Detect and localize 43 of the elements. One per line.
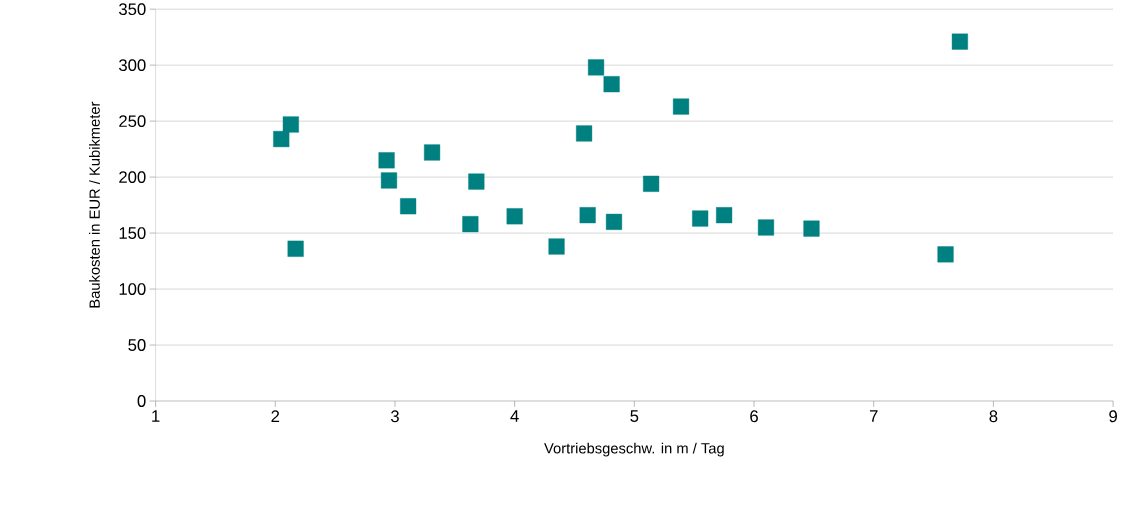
point xyxy=(605,213,623,230)
x-tick-label: 2 xyxy=(271,410,280,422)
point xyxy=(643,175,660,192)
y-tick-label: 50 xyxy=(128,339,146,351)
y-tick-label: 350 xyxy=(119,3,146,15)
point xyxy=(692,210,709,227)
point xyxy=(576,125,593,142)
x-tick-label: 5 xyxy=(630,410,639,422)
x-tick-label: 1 xyxy=(152,410,160,422)
point xyxy=(380,172,398,189)
y-axis-title: Baukosten in EUR / Kubikmeter xyxy=(89,101,100,308)
point xyxy=(400,198,417,215)
y-tick-label: 0 xyxy=(137,394,146,407)
point xyxy=(548,238,565,255)
x-tick-label: 9 xyxy=(1109,410,1117,423)
point xyxy=(378,152,395,169)
x-axis-title: Vortriebsgeschw. in m / Tag xyxy=(544,442,724,457)
point xyxy=(579,206,596,224)
x-tick-label: 6 xyxy=(750,410,758,423)
point xyxy=(506,208,523,225)
point xyxy=(287,240,304,257)
point xyxy=(462,215,479,233)
point xyxy=(587,59,605,76)
point xyxy=(273,130,290,147)
y-tick-label: 200 xyxy=(119,171,146,183)
x-tick-label: 7 xyxy=(869,410,878,422)
point xyxy=(424,144,441,161)
point xyxy=(951,33,968,50)
x-tick-label: 3 xyxy=(390,410,399,423)
x-tick-label: 8 xyxy=(989,410,998,423)
y-tick-label: 250 xyxy=(119,115,146,127)
y-tick-label: 150 xyxy=(119,227,146,239)
y-tick-label: 300 xyxy=(119,59,146,71)
point xyxy=(468,173,485,190)
point xyxy=(672,98,690,115)
point xyxy=(757,219,775,236)
y-tick-label: 100 xyxy=(119,283,146,295)
point xyxy=(937,246,954,263)
point xyxy=(603,76,620,93)
point xyxy=(803,220,820,237)
point xyxy=(716,206,733,224)
point xyxy=(282,116,299,133)
x-tick-label: 4 xyxy=(510,410,519,422)
